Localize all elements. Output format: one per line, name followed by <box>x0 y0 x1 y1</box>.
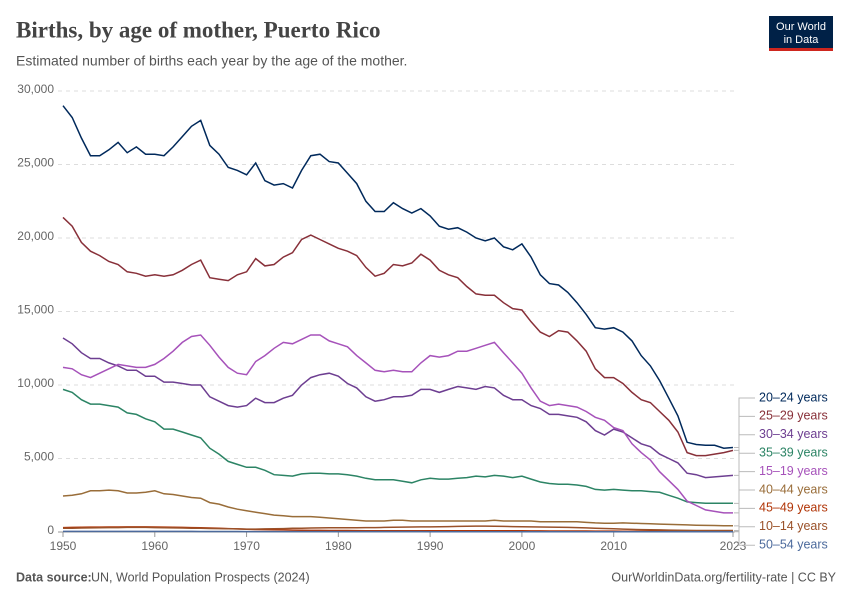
source-text: UN, World Population Prospects (2024) <box>91 570 310 584</box>
source-url[interactable]: OurWorldinData.org/fertility-rate | CC B… <box>611 570 836 584</box>
series-line <box>62 388 733 505</box>
x-tick-label: 2000 <box>509 539 536 553</box>
series-line <box>62 105 734 449</box>
label-connector <box>734 531 755 546</box>
series-label: 15–19 years <box>759 464 828 478</box>
series-line <box>62 525 733 532</box>
series-line <box>62 216 734 457</box>
series-label: 35–39 years <box>759 445 828 459</box>
y-tick-label: 25,000 <box>17 156 54 170</box>
y-tick-label: 10,000 <box>17 376 54 390</box>
label-connector <box>734 471 755 514</box>
logo-box <box>769 16 833 50</box>
chart-subtitle: Estimated number of births each year by … <box>16 53 407 69</box>
y-tick-label: 15,000 <box>17 303 54 317</box>
series-label: 40–44 years <box>759 482 828 496</box>
label-connector <box>734 526 755 532</box>
series-label: 30–34 years <box>759 427 828 441</box>
y-tick-label: 0 <box>47 523 54 537</box>
x-tick-label: 1960 <box>141 539 168 553</box>
series-label: 25–29 years <box>759 409 828 423</box>
x-tick-label: 1980 <box>325 539 352 553</box>
y-tick-label: 30,000 <box>17 82 54 96</box>
y-tick-label: 5,000 <box>24 450 54 464</box>
x-tick-label: 2023 <box>720 539 747 553</box>
x-tick-label: 1990 <box>417 539 444 553</box>
x-tick-label: 1950 <box>50 539 77 553</box>
source-label: Data source: <box>16 570 92 584</box>
logo[interactable]: Our World in Data <box>769 16 833 51</box>
series-line <box>62 489 734 527</box>
series-line <box>62 334 733 514</box>
label-connector <box>734 397 755 448</box>
chart-title: Births, by age of mother, Puerto Rico <box>16 17 381 42</box>
series-label: 20–24 years <box>759 390 828 404</box>
logo-stripe <box>769 48 833 51</box>
series-label: 10–14 years <box>759 519 828 533</box>
label-connector <box>734 415 755 451</box>
label-connector <box>734 434 755 476</box>
series-label: 50–54 years <box>759 537 828 551</box>
series-line <box>62 337 734 479</box>
series-label: 45–49 years <box>759 501 828 515</box>
logo-text: Our World <box>776 21 826 33</box>
label-connector <box>734 452 755 504</box>
x-tick-label: 2010 <box>600 539 627 553</box>
x-tick-label: 1970 <box>233 539 260 553</box>
y-tick-label: 20,000 <box>17 229 54 243</box>
label-connector <box>734 507 755 532</box>
logo-text: in Data <box>784 34 820 46</box>
